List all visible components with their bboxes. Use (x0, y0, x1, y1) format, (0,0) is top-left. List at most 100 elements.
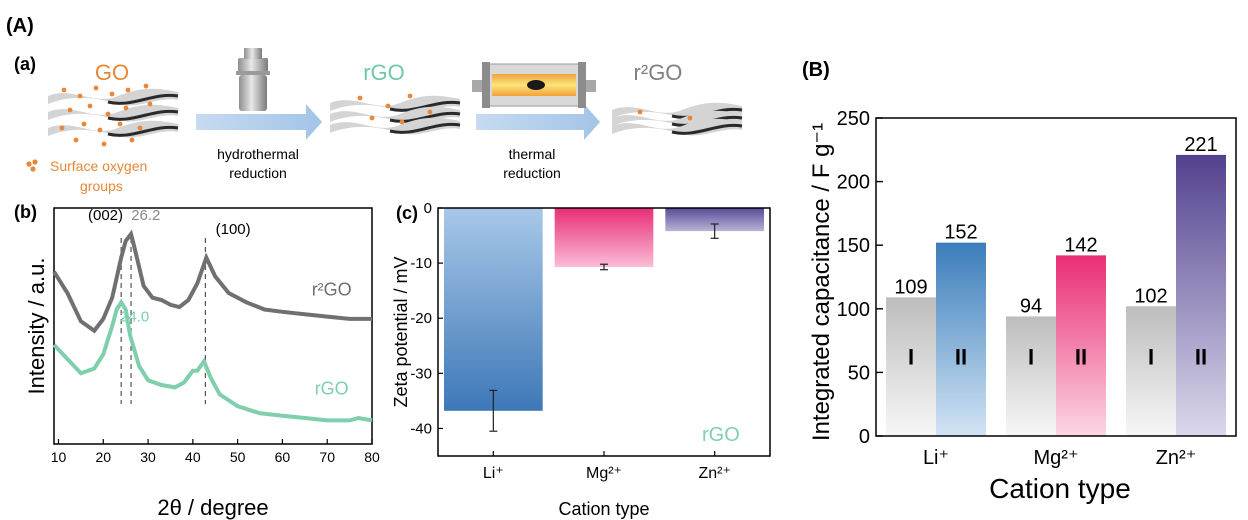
arrow-hydrothermal (196, 104, 322, 140)
rgo-label: rGO (363, 60, 405, 85)
go-label: GO (95, 60, 129, 85)
oxygen-group-dot (427, 109, 433, 115)
oxygen-group-dot (109, 91, 115, 97)
panel-label-c: (c) (396, 203, 418, 223)
x-tick-label: 10 (51, 449, 67, 465)
graphene-sheet (330, 117, 460, 135)
y-tick-label: -30 (410, 365, 432, 382)
oxygen-group-legend-icon (26, 159, 38, 172)
oxygen-group-dot (407, 93, 413, 99)
r2go-sheet-stack (612, 102, 743, 136)
annotation-100: (100) (216, 221, 251, 238)
x-tick-label: Mg²⁺ (586, 465, 622, 482)
oxygen-group-dot (137, 125, 143, 131)
graphene-sheet (612, 118, 742, 136)
sheet-edge (389, 100, 461, 112)
chart-c: 0 -10 -20 -30 -40 Li⁺ Mg²⁺ Zn²⁺ rGO Cation typ… (391, 200, 771, 519)
oxygen-group-dot (369, 115, 375, 121)
go-sheet-stack (48, 83, 179, 147)
oxygen-group-dot (59, 125, 65, 131)
capacitance-bar (1056, 255, 1106, 436)
x-tick-label: Zn²⁺ (698, 465, 730, 482)
series-label-rgo: rGO (315, 378, 349, 398)
arrow-thermal (476, 104, 600, 140)
zeta-bar (554, 208, 654, 267)
panel-label-a: (a) (14, 54, 36, 74)
series-label: II (955, 344, 967, 369)
sheet-edge (107, 109, 179, 121)
oxygen-group-dot (105, 111, 111, 117)
oxygen-group-dot (357, 95, 363, 101)
oxygen-group-dot (123, 105, 129, 111)
step1-label-line2: reduction (229, 165, 287, 181)
x-tick-label: Li⁺ (483, 465, 504, 482)
oxygen-group-dot (399, 119, 405, 125)
sheet-edge (671, 123, 743, 135)
oxygen-group-dot (687, 115, 693, 121)
oxygen-group-dot (73, 137, 79, 143)
x-tick-label: 60 (275, 449, 291, 465)
graphene-sheet (48, 88, 178, 106)
bar-value-label: 102 (1134, 285, 1167, 307)
step2-label-line1: thermal (509, 146, 556, 162)
oxygen-group-dot (637, 109, 643, 115)
chart-c-annotation-rgo: rGO (702, 424, 740, 446)
zeta-bar (444, 208, 543, 411)
y-tick-label: -10 (410, 255, 432, 272)
graphene-sheet (48, 104, 178, 122)
oxygen-group-dot (81, 121, 87, 127)
chart-b-ylabel: Intensity / a.u. (24, 258, 49, 395)
chart-B-ylabel: Integrated capacitance / F g⁻¹ (808, 123, 835, 441)
x-tick-label: Li⁺ (923, 447, 949, 469)
y-tick-label: 150 (837, 235, 870, 257)
annotation-peak-24-0: 24.0 (120, 308, 149, 325)
zeta-bar (665, 208, 764, 232)
oxygen-group-dot (97, 127, 103, 133)
oxygen-group-dot (125, 87, 131, 93)
oxygen-group-dot (87, 103, 93, 109)
series-label: I (1028, 344, 1034, 369)
schematic: GO rGO r²GO Surface oxygen groups hydrot… (26, 48, 743, 194)
chart-b: 10 20 30 40 50 60 70 80 (002) 26.2 (100) 24.0 r… (24, 207, 380, 520)
series-label: II (1075, 344, 1087, 369)
panel-label-b: (b) (14, 202, 37, 222)
y-tick-label: 0 (859, 426, 870, 448)
tube-furnace-icon (472, 62, 596, 108)
oxygen-group-dot (67, 107, 73, 113)
y-tick-label: -40 (410, 420, 432, 437)
autoclave-icon (236, 48, 270, 111)
panel-label-A: (A) (6, 15, 34, 37)
capacitance-bar (1126, 306, 1176, 436)
y-tick-label: 200 (837, 172, 870, 194)
sheet-edge (389, 111, 461, 123)
r2go-label: r²GO (634, 60, 683, 85)
capacitance-bar (1006, 316, 1056, 436)
x-tick-label: 70 (319, 449, 335, 465)
y-tick-label: -20 (410, 310, 432, 327)
y-tick-label: 0 (424, 200, 432, 217)
bar-value-label: 94 (1020, 295, 1042, 317)
oxygen-group-dot (77, 93, 83, 99)
chart-B: 109 I 152 II 94 I 142 II 102 I 221 II 0 50 100 150 200 2… (808, 108, 1237, 504)
step1-label-line1: hydrothermal (217, 146, 299, 162)
oxygen-group-dot (101, 141, 107, 147)
sheet-edge (389, 122, 461, 134)
oxygen-group-dot (61, 87, 67, 93)
oxygen-group-dot (385, 103, 391, 109)
xrd-line-r2go (52, 229, 372, 334)
chart-B-xlabel: Cation type (989, 473, 1131, 504)
series-label-r2go: r²GO (312, 279, 352, 299)
capacitance-bar (886, 297, 936, 436)
y-tick-label: 100 (837, 299, 870, 321)
x-tick-label: 80 (364, 449, 380, 465)
y-tick-label: 50 (848, 362, 870, 384)
annotation-peak-26-2: 26.2 (131, 207, 160, 224)
chart-c-xlabel: Cation type (558, 499, 649, 519)
graphene-sheet (48, 120, 178, 138)
series-label: I (908, 344, 914, 369)
series-label: II (1195, 344, 1207, 369)
x-tick-label: 20 (95, 449, 111, 465)
oxygen-group-dot (147, 101, 153, 107)
xrd-line-rgo (52, 298, 373, 423)
